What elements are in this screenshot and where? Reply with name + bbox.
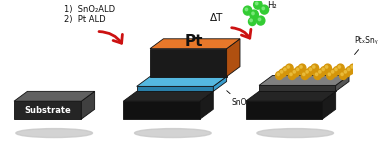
Circle shape (305, 69, 312, 77)
Circle shape (350, 64, 357, 72)
Polygon shape (322, 91, 336, 119)
Circle shape (339, 71, 347, 80)
Circle shape (314, 71, 321, 80)
Polygon shape (259, 85, 336, 91)
Circle shape (243, 6, 252, 15)
Polygon shape (81, 91, 94, 119)
Circle shape (245, 8, 248, 11)
Polygon shape (123, 101, 200, 119)
Circle shape (276, 71, 283, 80)
Circle shape (284, 68, 286, 71)
FancyArrowPatch shape (99, 32, 122, 43)
Circle shape (324, 64, 332, 72)
Polygon shape (200, 91, 213, 119)
Circle shape (315, 73, 318, 76)
Circle shape (338, 66, 341, 68)
Text: PtₓSnᵧ: PtₓSnᵧ (355, 36, 378, 55)
Circle shape (327, 71, 334, 80)
Circle shape (262, 7, 265, 10)
Circle shape (317, 69, 325, 77)
Circle shape (256, 16, 265, 25)
Circle shape (347, 68, 350, 71)
Circle shape (248, 18, 256, 26)
Circle shape (346, 67, 353, 75)
FancyArrowPatch shape (232, 28, 251, 38)
Circle shape (332, 71, 334, 73)
Circle shape (308, 67, 315, 75)
Circle shape (311, 64, 319, 72)
Circle shape (250, 19, 253, 22)
Polygon shape (137, 86, 213, 91)
Circle shape (293, 71, 296, 73)
Circle shape (306, 71, 308, 73)
Polygon shape (227, 39, 240, 76)
Polygon shape (14, 101, 81, 119)
Polygon shape (259, 76, 349, 85)
Circle shape (298, 64, 306, 72)
Circle shape (302, 73, 305, 76)
Text: H₂: H₂ (267, 1, 277, 10)
Polygon shape (14, 91, 94, 101)
Circle shape (321, 67, 328, 75)
Circle shape (288, 71, 296, 80)
Circle shape (328, 73, 330, 76)
Circle shape (254, 0, 262, 9)
Circle shape (335, 68, 337, 71)
Polygon shape (246, 101, 322, 119)
Circle shape (309, 68, 311, 71)
Polygon shape (336, 76, 349, 91)
Circle shape (295, 67, 302, 75)
Circle shape (322, 68, 324, 71)
Text: SnO₂: SnO₂ (227, 91, 250, 107)
Circle shape (351, 66, 353, 68)
Text: Pt: Pt (185, 34, 203, 49)
Polygon shape (137, 76, 227, 86)
Circle shape (279, 69, 287, 77)
Circle shape (330, 69, 338, 77)
Polygon shape (150, 39, 240, 49)
Ellipse shape (257, 129, 333, 138)
Circle shape (300, 66, 302, 68)
Circle shape (319, 71, 321, 73)
Circle shape (282, 67, 290, 75)
Circle shape (258, 18, 261, 21)
Circle shape (337, 64, 344, 72)
Polygon shape (150, 49, 227, 76)
Circle shape (333, 67, 341, 75)
Polygon shape (246, 91, 336, 101)
Ellipse shape (135, 129, 211, 138)
Circle shape (280, 71, 283, 73)
Circle shape (252, 12, 254, 15)
Circle shape (286, 64, 293, 72)
Circle shape (341, 73, 343, 76)
Circle shape (277, 73, 279, 76)
Circle shape (325, 66, 328, 68)
Circle shape (287, 66, 290, 68)
Circle shape (344, 71, 347, 73)
Text: ΔT: ΔT (210, 13, 223, 23)
Circle shape (260, 5, 269, 14)
Circle shape (343, 69, 350, 77)
Text: 2)  Pt ALD: 2) Pt ALD (64, 15, 105, 24)
Circle shape (292, 69, 299, 77)
Circle shape (313, 66, 315, 68)
Polygon shape (123, 91, 213, 101)
Circle shape (301, 71, 308, 80)
Circle shape (256, 2, 258, 5)
Text: Substrate: Substrate (24, 106, 71, 115)
Circle shape (290, 73, 292, 76)
Polygon shape (213, 76, 227, 91)
Text: 1)  SnO₂ALD: 1) SnO₂ALD (64, 5, 115, 14)
Ellipse shape (16, 129, 93, 138)
Circle shape (250, 10, 258, 19)
Circle shape (296, 68, 299, 71)
